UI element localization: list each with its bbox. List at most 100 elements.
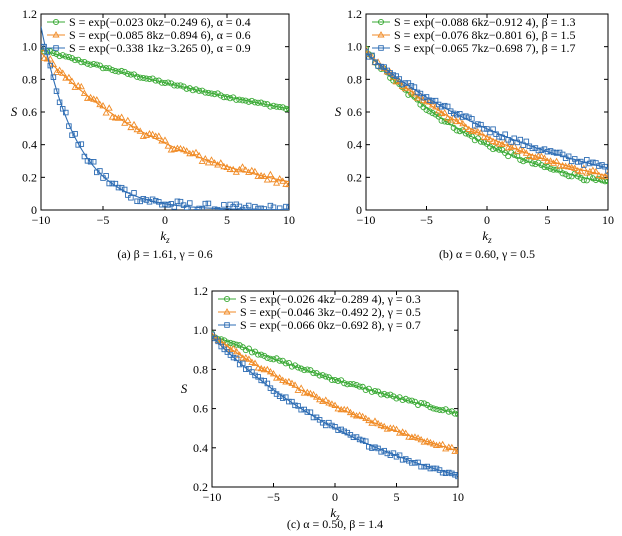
data-point-series-1 xyxy=(217,92,224,99)
data-point-series-3 xyxy=(414,89,421,96)
data-point-series-3 xyxy=(332,424,338,430)
data-point-series-1 xyxy=(233,96,240,103)
data-point-series-3 xyxy=(286,204,289,210)
data-point-series-3 xyxy=(418,463,424,470)
data-point-series-3 xyxy=(245,202,252,209)
data-point-series-1 xyxy=(258,99,265,106)
data-point-series-3 xyxy=(520,142,527,148)
data-point-series-3 xyxy=(335,427,341,433)
data-point-series-3 xyxy=(369,52,375,59)
data-point-series-2 xyxy=(346,408,354,416)
data-point-series-2 xyxy=(439,440,447,448)
y-tick-label: 0.4 xyxy=(347,138,362,152)
data-point-series-2 xyxy=(429,440,437,447)
data-point-series-2 xyxy=(245,168,253,175)
data-point-series-1 xyxy=(261,352,268,359)
data-point-series-3 xyxy=(109,180,116,187)
data-point-series-1 xyxy=(285,105,289,112)
data-point-series-2 xyxy=(362,414,370,422)
data-point-series-1 xyxy=(192,86,200,93)
data-point-series-3 xyxy=(544,148,551,155)
data-point-series-2 xyxy=(462,123,470,130)
data-point-series-3 xyxy=(460,114,466,120)
data-point-series-3 xyxy=(393,454,400,460)
data-point-series-1 xyxy=(511,151,518,158)
data-point-series-3 xyxy=(366,48,369,55)
x-tick-label: 10 xyxy=(283,213,295,227)
data-point-series-2 xyxy=(540,154,549,161)
data-point-series-1 xyxy=(402,395,409,402)
data-point-series-2 xyxy=(46,55,54,62)
data-point-series-2 xyxy=(238,163,247,170)
data-point-series-2 xyxy=(251,359,259,366)
data-point-series-2 xyxy=(410,90,418,97)
data-point-series-2 xyxy=(233,347,241,355)
data-point-series-3 xyxy=(405,80,412,86)
data-point-series-1 xyxy=(408,397,415,404)
data-point-series-1 xyxy=(134,73,141,80)
y-tick-label: 0.8 xyxy=(193,362,208,376)
data-point-series-3 xyxy=(411,84,418,90)
data-point-series-1 xyxy=(393,395,400,402)
data-point-series-2 xyxy=(516,145,524,153)
data-point-series-3 xyxy=(243,366,249,373)
data-point-series-1 xyxy=(411,398,419,405)
data-point-series-3 xyxy=(329,422,335,429)
data-point-series-3 xyxy=(402,456,409,462)
y-tick-label: 0 xyxy=(356,203,362,217)
data-point-series-3 xyxy=(359,437,366,444)
data-point-series-1 xyxy=(248,97,255,104)
data-point-series-1 xyxy=(433,406,440,413)
data-point-series-1 xyxy=(550,166,557,173)
data-point-series-2 xyxy=(322,396,330,403)
data-point-series-3 xyxy=(420,94,427,101)
chart-panel-c: −10 −5 0 5 10 0.2 0.4 0.6 0.8 1.0 1.2 kz S S = exp(−0… xyxy=(181,284,464,531)
data-point-series-2 xyxy=(411,433,419,440)
data-point-series-1 xyxy=(368,388,375,395)
data-point-series-3 xyxy=(375,63,381,69)
data-point-series-1 xyxy=(199,87,206,94)
data-point-series-1 xyxy=(365,385,372,392)
data-point-series-2 xyxy=(401,84,409,92)
chart-caption: (a) β = 1.61, γ = 0.6 xyxy=(117,247,212,261)
data-point-series-1 xyxy=(236,96,243,103)
chart-caption: (c) α = 0.50, β = 1.4 xyxy=(287,517,383,531)
data-point-series-3 xyxy=(421,463,427,470)
data-point-series-1 xyxy=(65,54,72,61)
data-point-series-3 xyxy=(165,202,171,208)
data-point-series-2 xyxy=(257,364,265,372)
data-point-series-1 xyxy=(152,77,159,84)
data-point-series-3 xyxy=(316,417,323,423)
data-point-series-2 xyxy=(519,147,527,154)
data-point-series-2 xyxy=(380,422,388,430)
data-point-series-3 xyxy=(326,419,332,426)
data-point-series-2 xyxy=(276,175,284,182)
data-point-series-1 xyxy=(366,45,370,52)
data-point-series-1 xyxy=(177,82,184,89)
data-point-series-1 xyxy=(405,397,412,404)
data-point-series-1 xyxy=(186,85,193,92)
data-point-series-2 xyxy=(229,345,238,352)
data-point-series-3 xyxy=(78,141,85,147)
data-point-series-2 xyxy=(407,88,415,95)
data-point-series-2 xyxy=(389,424,397,431)
data-point-series-3 xyxy=(211,206,218,210)
data-point-series-1 xyxy=(106,65,113,72)
data-point-series-1 xyxy=(381,390,388,397)
data-point-series-1 xyxy=(418,399,425,407)
data-point-series-3 xyxy=(53,88,60,94)
data-point-series-2 xyxy=(273,179,281,186)
x-axis-label: kz xyxy=(482,228,492,245)
data-point-series-3 xyxy=(215,338,221,345)
data-point-series-1 xyxy=(84,60,91,67)
data-point-series-2 xyxy=(269,175,278,183)
data-point-series-1 xyxy=(279,104,286,111)
data-point-series-3 xyxy=(450,110,457,117)
data-point-series-3 xyxy=(168,201,174,207)
data-point-series-3 xyxy=(605,168,608,174)
data-point-series-3 xyxy=(94,169,100,176)
plot-area xyxy=(41,26,289,210)
data-point-series-3 xyxy=(409,460,415,466)
data-point-series-2 xyxy=(87,93,95,101)
x-axis-label-subscript: z xyxy=(335,512,340,522)
